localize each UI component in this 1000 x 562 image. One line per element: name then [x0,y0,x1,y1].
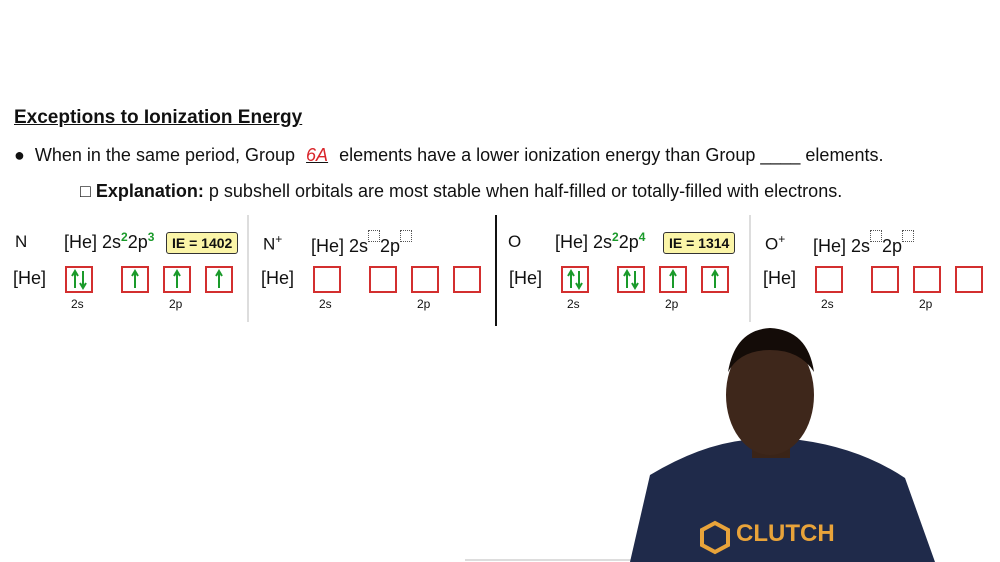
handwritten-answer: 6A [306,145,329,165]
orbital-label: 2p [169,297,183,311]
text: When in the same period, Group [34,145,296,165]
empty-superscript [400,230,413,242]
orbital: 2p [618,232,639,252]
presenter-head [726,335,814,455]
orbital-label: 2p [417,297,431,311]
orbital-box [561,266,589,293]
empty-superscript [902,230,915,242]
electron-arrow [623,269,631,288]
orbital-box [815,266,843,293]
ie-box: IE = 1314 [663,232,736,254]
empty-superscript [368,230,381,242]
orbital-box [955,266,983,293]
checkbox: □ [80,181,96,201]
blank: ____ [760,145,801,165]
orbital: 2p [380,236,401,256]
orbital-label: 2s [821,297,834,311]
electron-arrow [711,269,719,288]
core: [He] [555,232,589,252]
electron-arrow [567,269,575,288]
ie-box: IE = 1402 [166,232,239,254]
explanation-label: Explanation: [95,181,204,201]
orbital-box [659,266,687,293]
text-line: [He] 2s22p3 [64,230,154,253]
orbital: 2s [593,232,613,252]
electron-count: 2 [612,230,619,244]
text: p subshell orbitals are most stable when… [208,181,843,201]
orbital: 2p [882,236,903,256]
text-line: [He] 2s 2p [311,230,413,257]
diagram-core: [He] [13,268,47,288]
electron-arrow [71,269,79,288]
core: [He] [813,236,847,256]
orbital-box [121,266,149,293]
electron-count: 2 [121,230,128,244]
electron-arrow [131,269,139,288]
logo-hexagon [700,520,730,555]
orbital-box [163,266,191,293]
electron-count: 3 [147,230,155,244]
text: elements. [805,145,884,165]
bullet-dot: ● [14,145,30,165]
orbital-label: 2s [71,297,84,311]
diagram-core: [He] [763,268,797,288]
electron-arrow [631,271,639,290]
element-symbol: N [15,232,28,251]
orbital-box [913,266,941,293]
orbital-label: 2s [319,297,332,311]
shirt-logo: CLUTCH [736,520,835,547]
text-line: □ Explanation: p subshell orbitals are m… [80,181,842,202]
presenter-shirt [630,440,935,562]
diagram-core: [He] [509,268,543,288]
orbital-box [65,266,93,293]
orbital-box [871,266,899,293]
orbital-box [313,266,341,293]
orbital-box [617,266,645,293]
electron-arrow [669,269,677,288]
title: Exceptions to Ionization Energy [14,107,303,128]
text-line: ● When in the same period, Group 6A elem… [14,145,883,166]
orbital: 2s [349,236,369,256]
orbital: 2s [102,232,122,252]
orbital-box [701,266,729,293]
core: [He] [311,236,345,256]
orbital-label: 2s [567,297,580,311]
core: [He] [64,232,98,252]
orbital-box [369,266,397,293]
electron-arrow [575,271,583,290]
electron-arrow [215,269,223,288]
orbital-box [205,266,233,293]
text-line: [He] 2s 2p [813,230,915,257]
orbital: 2s [851,236,871,256]
orbital: 2p [127,232,148,252]
electron-count: 4 [638,230,646,244]
charge: + [275,232,283,246]
orbital-label: 2p [665,297,679,311]
element-symbol: N+ [263,232,283,254]
presenter-hair [728,328,814,372]
charge: + [778,232,786,246]
orbital-box [411,266,439,293]
element-symbol: O+ [765,232,786,254]
diagram-core: [He] [261,268,295,288]
text-line: [He] 2s22p4 [555,230,645,253]
text: elements have a lower ionization energy … [339,145,756,165]
electron-arrow [79,271,87,290]
empty-superscript [870,230,883,242]
electron-arrow [173,269,181,288]
element-symbol: O [508,232,522,251]
orbital-box [453,266,481,293]
orbital-label: 2p [919,297,933,311]
